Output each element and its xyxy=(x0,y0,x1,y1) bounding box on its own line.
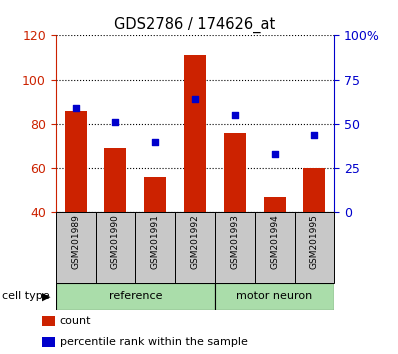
Text: ▶: ▶ xyxy=(41,291,50,302)
Text: GSM201990: GSM201990 xyxy=(111,215,120,269)
Text: GSM201992: GSM201992 xyxy=(191,215,199,269)
Text: GSM201991: GSM201991 xyxy=(151,215,160,269)
Text: GSM201989: GSM201989 xyxy=(71,215,80,269)
Bar xyxy=(224,133,246,212)
Bar xyxy=(263,197,285,212)
Text: GSM201995: GSM201995 xyxy=(310,215,319,269)
Point xyxy=(311,132,318,137)
Bar xyxy=(42,337,55,347)
Point xyxy=(152,139,158,144)
Point xyxy=(112,119,119,125)
Bar xyxy=(56,283,215,310)
Bar xyxy=(215,283,334,310)
Point xyxy=(72,105,79,111)
Bar xyxy=(65,110,87,212)
Point xyxy=(192,96,198,102)
Bar xyxy=(303,168,325,212)
Bar xyxy=(255,212,295,283)
Bar xyxy=(215,212,255,283)
Bar xyxy=(104,148,126,212)
Text: reference: reference xyxy=(109,291,162,302)
Bar xyxy=(56,212,96,283)
Text: motor neuron: motor neuron xyxy=(236,291,313,302)
Bar xyxy=(135,212,175,283)
Bar xyxy=(96,212,135,283)
Bar xyxy=(295,212,334,283)
Title: GDS2786 / 174626_at: GDS2786 / 174626_at xyxy=(114,16,276,33)
Text: GSM201993: GSM201993 xyxy=(230,215,239,269)
Bar xyxy=(144,177,166,212)
Text: count: count xyxy=(60,316,91,326)
Text: GSM201994: GSM201994 xyxy=(270,215,279,269)
Bar xyxy=(184,55,206,212)
Point xyxy=(232,112,238,118)
Point xyxy=(271,151,278,157)
Text: percentile rank within the sample: percentile rank within the sample xyxy=(60,337,248,347)
Bar xyxy=(175,212,215,283)
Text: cell type: cell type xyxy=(2,291,50,302)
Bar xyxy=(42,316,55,326)
